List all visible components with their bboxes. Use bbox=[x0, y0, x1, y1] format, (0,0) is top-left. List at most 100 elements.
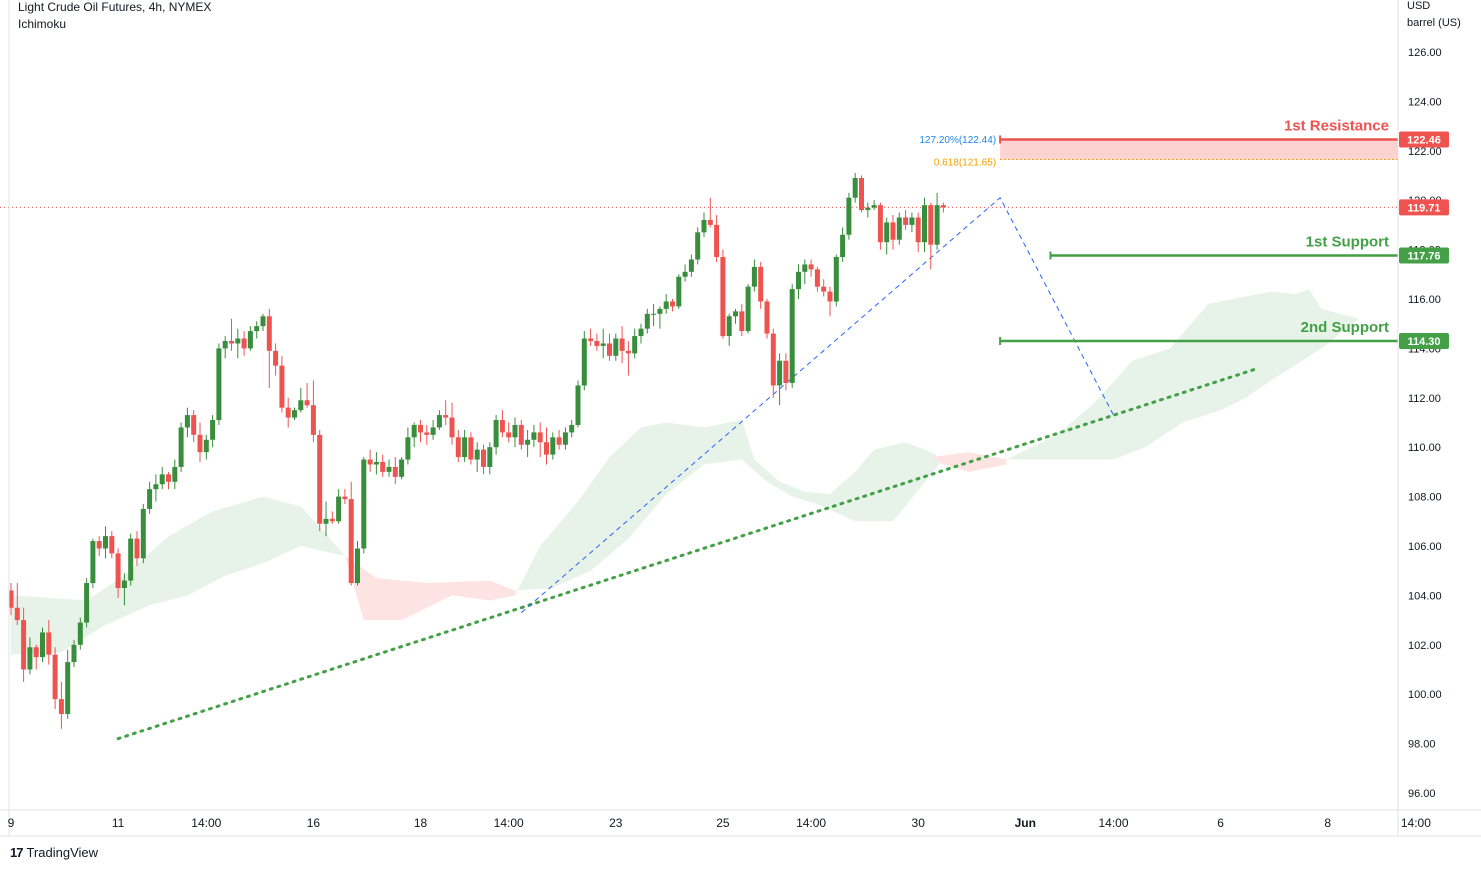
candle-body bbox=[682, 271, 688, 277]
candle bbox=[184, 407, 190, 438]
candle bbox=[140, 504, 146, 564]
chart-title: Light Crude Oil Futures, 4h, NYMEX bbox=[18, 0, 212, 14]
candle bbox=[40, 627, 45, 663]
candle-body bbox=[40, 632, 45, 658]
x-tick-label: Jun bbox=[1015, 816, 1036, 830]
candle-body bbox=[884, 222, 890, 243]
candle bbox=[468, 432, 474, 465]
candle bbox=[128, 533, 134, 586]
candle-body bbox=[890, 222, 896, 240]
candle bbox=[663, 294, 669, 314]
candle bbox=[720, 249, 726, 339]
ichimoku-cloud bbox=[11, 289, 1360, 655]
candle-body bbox=[310, 405, 316, 435]
candle bbox=[273, 343, 279, 376]
candle-body bbox=[336, 496, 342, 522]
candle-body bbox=[90, 541, 96, 584]
candle-body bbox=[241, 338, 247, 349]
candle bbox=[569, 420, 575, 438]
candle bbox=[726, 313, 732, 346]
x-tick-label: 6 bbox=[1217, 816, 1224, 830]
candle bbox=[499, 410, 505, 438]
candle bbox=[531, 424, 537, 448]
y-tick-label: 100.00 bbox=[1408, 689, 1442, 701]
tradingview-brand[interactable]: 17 TradingView bbox=[10, 845, 98, 860]
candle bbox=[292, 407, 297, 421]
level-price-tag-bg bbox=[1399, 332, 1449, 349]
candle bbox=[751, 259, 757, 292]
candle-body bbox=[544, 442, 549, 455]
candle-body bbox=[443, 415, 449, 418]
x-tick-label: 8 bbox=[1324, 816, 1331, 830]
candle-body bbox=[210, 420, 216, 440]
last-price-tag: 119.71 bbox=[1399, 199, 1449, 216]
candle-body bbox=[46, 632, 52, 655]
candle-body bbox=[147, 489, 153, 509]
candle-body bbox=[405, 437, 411, 460]
candle bbox=[405, 427, 411, 465]
candle bbox=[909, 212, 915, 233]
candle-body bbox=[462, 437, 468, 458]
candle bbox=[518, 420, 524, 450]
brand-label: TradingView bbox=[26, 845, 99, 860]
candle bbox=[134, 531, 140, 566]
candle-body bbox=[726, 316, 732, 337]
candle-body bbox=[777, 360, 783, 386]
candle bbox=[411, 422, 417, 448]
candle bbox=[336, 489, 342, 524]
y-tick-label: 126.00 bbox=[1408, 47, 1442, 59]
level-price-tag: 117.76 bbox=[1399, 247, 1449, 264]
candle-body bbox=[928, 205, 934, 245]
candle bbox=[474, 442, 480, 472]
candle bbox=[77, 617, 83, 650]
candle-body bbox=[859, 177, 864, 211]
candle-body bbox=[65, 662, 71, 714]
candle bbox=[808, 259, 814, 277]
candle-body bbox=[745, 286, 751, 332]
candle-body bbox=[411, 424, 417, 438]
candle bbox=[392, 457, 398, 485]
cloud-red-0 bbox=[344, 555, 515, 621]
tradingview-logo-icon: 17 bbox=[10, 845, 24, 860]
candle bbox=[241, 331, 247, 356]
candle bbox=[739, 303, 745, 337]
candle-body bbox=[8, 590, 14, 608]
candle bbox=[682, 264, 688, 282]
candle bbox=[216, 343, 222, 425]
candle-body bbox=[21, 620, 27, 670]
candle bbox=[443, 400, 449, 425]
level-price-tag: 122.46 bbox=[1399, 131, 1449, 148]
candle bbox=[733, 308, 738, 324]
candle-body bbox=[109, 536, 115, 554]
candle bbox=[424, 424, 430, 445]
candle bbox=[399, 457, 405, 480]
candle bbox=[802, 259, 808, 285]
candle bbox=[279, 355, 285, 413]
candle-body bbox=[783, 360, 789, 383]
candle-body bbox=[455, 437, 461, 458]
candle-body bbox=[487, 447, 493, 467]
last-price-tag-bg bbox=[1399, 199, 1449, 216]
candle bbox=[657, 306, 663, 329]
candle-body bbox=[317, 434, 323, 524]
candle bbox=[619, 326, 625, 364]
candle-body bbox=[871, 205, 877, 208]
candle-body bbox=[52, 654, 58, 700]
candle bbox=[222, 336, 228, 359]
candle-body bbox=[758, 266, 764, 302]
candle bbox=[625, 340, 631, 376]
candle bbox=[361, 457, 367, 554]
level-price-tag-text: 117.76 bbox=[1407, 251, 1440, 263]
candle bbox=[172, 459, 178, 490]
candle-body bbox=[134, 538, 140, 559]
x-tick-label: 23 bbox=[609, 816, 623, 830]
candle-body bbox=[531, 432, 537, 440]
candle-body bbox=[266, 316, 272, 351]
candle-body bbox=[852, 177, 858, 198]
candle bbox=[814, 266, 820, 292]
candle bbox=[109, 531, 115, 559]
candle-body bbox=[619, 338, 625, 351]
candle-body bbox=[222, 340, 228, 349]
candle-body bbox=[298, 400, 304, 411]
